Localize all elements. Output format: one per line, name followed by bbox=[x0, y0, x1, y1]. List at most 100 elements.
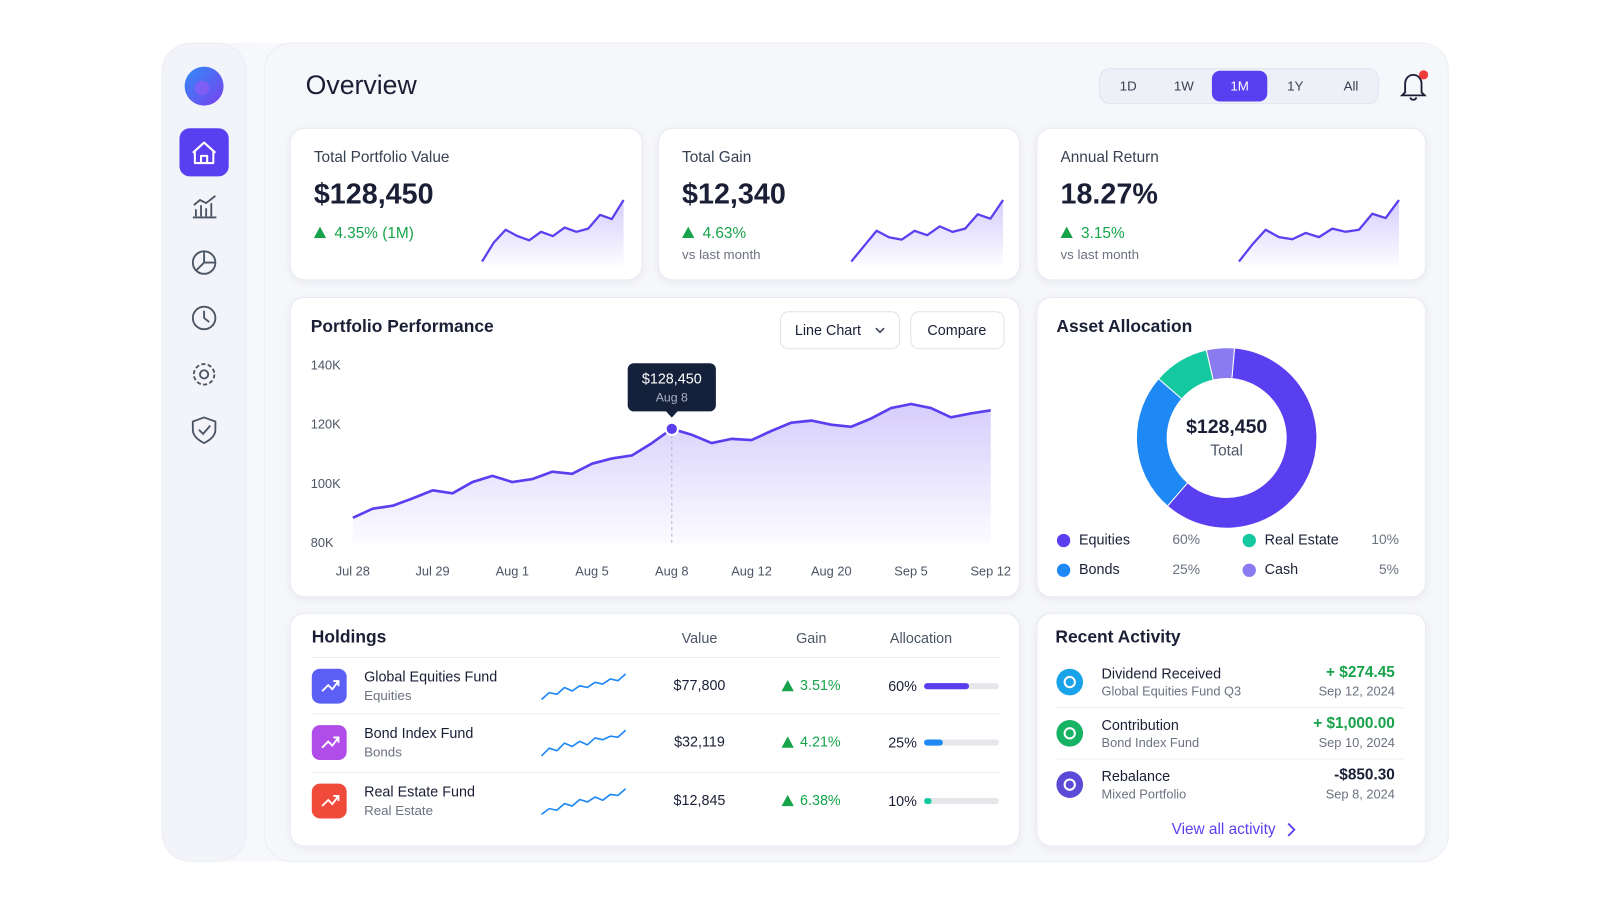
holding-value: $32,119 bbox=[674, 734, 725, 750]
legend-value: 5% bbox=[1379, 561, 1399, 577]
allocation-bar bbox=[924, 683, 970, 690]
activity-date: Sep 12, 2024 bbox=[1319, 684, 1395, 699]
x-tick-label: Sep 12 bbox=[970, 564, 1011, 579]
kpi-value: $128,450 bbox=[314, 178, 434, 210]
nav-home[interactable] bbox=[179, 128, 229, 177]
page-title: Overview bbox=[306, 70, 418, 100]
donut-slice bbox=[1205, 347, 1236, 381]
holdings-card bbox=[289, 612, 1020, 847]
kpi-change: 3.15% bbox=[1081, 225, 1125, 242]
view-all-link[interactable]: View all activity bbox=[1172, 821, 1296, 838]
activity-subtitle: Mixed Portfolio bbox=[1102, 786, 1187, 801]
control-label: Compare bbox=[927, 323, 986, 339]
up-arrow bbox=[682, 226, 695, 238]
kpi-value: $12,340 bbox=[682, 178, 786, 210]
x-tick-label: Jul 29 bbox=[415, 564, 449, 579]
nav-allocation[interactable] bbox=[191, 250, 217, 275]
sparkline-area bbox=[851, 200, 1004, 266]
sparkline bbox=[481, 199, 625, 263]
nav-settings[interactable] bbox=[192, 363, 216, 386]
allocation-bar bbox=[924, 739, 943, 746]
nav-analytics[interactable] bbox=[192, 195, 217, 219]
allocation-track bbox=[924, 797, 999, 805]
holding-category: Bonds bbox=[364, 744, 402, 759]
holding-value: $77,800 bbox=[674, 678, 726, 694]
kpi-change: 4.35% (1M) bbox=[334, 225, 413, 242]
activity-icon bbox=[1056, 668, 1084, 696]
kpi-label: Total Portfolio Value bbox=[314, 149, 450, 166]
x-tick-label: Jul 28 bbox=[336, 564, 370, 579]
activity-subtitle: Global Equities Fund Q3 bbox=[1102, 684, 1242, 699]
activity-card bbox=[1036, 612, 1427, 847]
sparkline bbox=[540, 729, 627, 757]
activity-glyph bbox=[1063, 675, 1076, 689]
sparkline-area bbox=[482, 200, 624, 266]
notifications[interactable] bbox=[1399, 70, 1429, 101]
allocation-label: 10% bbox=[888, 794, 917, 810]
legend-swatch bbox=[1056, 533, 1071, 548]
sparkline bbox=[540, 673, 627, 701]
holding-category: Equities bbox=[364, 688, 412, 703]
range-label: 1M bbox=[1230, 79, 1249, 94]
compare-button[interactable]: Compare bbox=[910, 311, 1005, 350]
up-arrow bbox=[781, 736, 794, 748]
legend-swatch bbox=[1242, 533, 1256, 548]
y-tick-label: 100K bbox=[311, 476, 341, 491]
x-tick-label: Aug 8 bbox=[655, 564, 688, 579]
holding-gain: 3.51% bbox=[800, 678, 841, 694]
range-button[interactable]: 1Y bbox=[1287, 79, 1303, 94]
allocation-label: 60% bbox=[888, 679, 917, 695]
y-tick-label: 140K bbox=[311, 358, 341, 373]
holding-category: Real Estate bbox=[364, 803, 433, 818]
holding-gain: 6.38% bbox=[800, 793, 841, 809]
donut-center-value: $128,450 bbox=[1186, 416, 1267, 438]
legend-value: 10% bbox=[1371, 531, 1399, 547]
card-title: Asset Allocation bbox=[1056, 316, 1192, 336]
kpi-change: 4.63% bbox=[703, 225, 747, 242]
activity-amount: -$850.30 bbox=[1334, 766, 1395, 783]
donut-center-label: Total bbox=[1210, 442, 1242, 459]
range-button[interactable]: 1M bbox=[1211, 70, 1268, 102]
card-title: Portfolio Performance bbox=[311, 316, 494, 336]
range-button[interactable]: All bbox=[1344, 79, 1359, 94]
kpi-note: vs last month bbox=[1061, 247, 1140, 262]
activity-icon bbox=[1056, 720, 1084, 747]
up-arrow bbox=[1060, 226, 1073, 238]
allocation-bar bbox=[924, 797, 932, 805]
hover-point bbox=[664, 421, 679, 437]
activity-title: Rebalance bbox=[1102, 769, 1171, 785]
activity-amount: + $1,000.00 bbox=[1313, 715, 1395, 732]
nav-history[interactable] bbox=[191, 305, 217, 331]
sidebar bbox=[161, 42, 247, 863]
activity-date: Sep 10, 2024 bbox=[1319, 735, 1395, 750]
x-tick-label: Aug 20 bbox=[811, 564, 852, 579]
allocation-label: 25% bbox=[888, 735, 917, 751]
y-tick-label: 80K bbox=[311, 535, 334, 550]
holding-name: Global Equities Fund bbox=[364, 670, 497, 686]
up-arrow bbox=[313, 226, 327, 238]
column-header: Value bbox=[682, 631, 718, 647]
kpi-label: Annual Return bbox=[1061, 149, 1159, 166]
logo-core bbox=[194, 81, 210, 96]
legend-swatch bbox=[1056, 563, 1071, 577]
link-text: View all activity bbox=[1172, 821, 1276, 838]
y-tick-label: 120K bbox=[311, 417, 341, 432]
legend-label: Equities bbox=[1079, 532, 1130, 548]
x-tick-label: Aug 5 bbox=[575, 564, 608, 579]
activity-title: Dividend Received bbox=[1102, 667, 1222, 683]
tooltip-pointer bbox=[665, 410, 678, 418]
range-button[interactable]: 1D bbox=[1120, 79, 1137, 94]
column-header: Gain bbox=[796, 631, 826, 647]
tooltip bbox=[627, 363, 716, 412]
activity-subtitle: Bond Index Fund bbox=[1102, 735, 1200, 750]
activity-date: Sep 8, 2024 bbox=[1326, 786, 1395, 801]
legend-label: Bonds bbox=[1079, 562, 1120, 578]
activity-glyph bbox=[1063, 778, 1076, 791]
nav-security[interactable] bbox=[191, 416, 217, 445]
kpi-value: 18.27% bbox=[1061, 178, 1158, 210]
chart-type-select[interactable]: Line Chart bbox=[779, 311, 900, 350]
range-active bbox=[1211, 70, 1268, 102]
range-button[interactable]: 1W bbox=[1174, 79, 1194, 94]
